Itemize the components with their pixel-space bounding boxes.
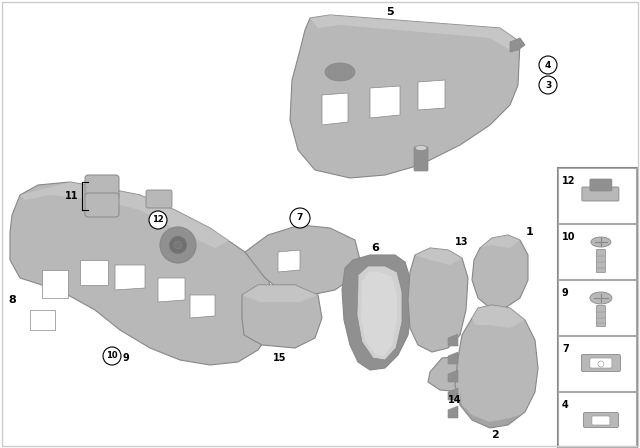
FancyBboxPatch shape [558, 336, 636, 391]
Text: 4: 4 [562, 400, 569, 410]
FancyBboxPatch shape [596, 306, 605, 327]
Polygon shape [20, 182, 230, 248]
Polygon shape [455, 305, 538, 428]
FancyBboxPatch shape [590, 358, 612, 368]
Circle shape [598, 361, 604, 367]
Polygon shape [415, 248, 462, 265]
Circle shape [149, 211, 167, 229]
Polygon shape [10, 182, 275, 365]
FancyBboxPatch shape [590, 179, 612, 191]
Polygon shape [448, 334, 458, 346]
FancyBboxPatch shape [558, 224, 636, 279]
Polygon shape [80, 260, 108, 285]
Text: 1: 1 [526, 227, 534, 237]
Polygon shape [242, 285, 318, 302]
FancyBboxPatch shape [584, 413, 618, 427]
Polygon shape [361, 272, 397, 356]
FancyBboxPatch shape [581, 354, 620, 371]
FancyBboxPatch shape [85, 193, 119, 217]
Polygon shape [310, 15, 520, 50]
Polygon shape [30, 310, 55, 330]
Ellipse shape [591, 237, 611, 247]
FancyBboxPatch shape [414, 147, 428, 171]
Polygon shape [278, 250, 300, 272]
Text: 9: 9 [562, 288, 569, 298]
FancyBboxPatch shape [558, 392, 636, 447]
Text: 11: 11 [65, 191, 79, 201]
FancyBboxPatch shape [558, 168, 636, 223]
Polygon shape [242, 285, 322, 348]
Text: 3: 3 [545, 81, 551, 90]
Polygon shape [472, 305, 525, 328]
FancyBboxPatch shape [582, 187, 619, 201]
Polygon shape [190, 295, 215, 318]
Text: 14: 14 [448, 395, 461, 405]
Circle shape [160, 227, 196, 263]
Polygon shape [408, 248, 468, 352]
Polygon shape [357, 266, 402, 360]
Text: 15: 15 [273, 353, 287, 363]
Polygon shape [342, 255, 412, 370]
Ellipse shape [415, 146, 427, 151]
Polygon shape [480, 235, 520, 248]
Text: 7: 7 [562, 344, 569, 354]
Circle shape [539, 76, 557, 94]
FancyBboxPatch shape [85, 175, 119, 199]
Polygon shape [370, 86, 400, 118]
Text: 13: 13 [455, 237, 468, 247]
Polygon shape [42, 270, 68, 298]
Text: 8: 8 [8, 295, 16, 305]
FancyBboxPatch shape [558, 280, 636, 335]
Polygon shape [428, 355, 485, 392]
Polygon shape [290, 15, 520, 178]
Text: 7: 7 [297, 214, 303, 223]
Polygon shape [460, 388, 520, 428]
Polygon shape [510, 38, 525, 52]
Circle shape [539, 56, 557, 74]
Polygon shape [158, 278, 185, 302]
Polygon shape [448, 388, 458, 400]
Polygon shape [115, 265, 145, 290]
Polygon shape [448, 406, 458, 418]
Text: 5: 5 [386, 7, 394, 17]
Polygon shape [245, 225, 360, 295]
Text: 10: 10 [106, 352, 118, 361]
Text: 6: 6 [371, 243, 379, 253]
Circle shape [103, 347, 121, 365]
Polygon shape [418, 80, 445, 110]
Circle shape [174, 241, 182, 249]
Text: 10: 10 [562, 232, 575, 242]
Polygon shape [322, 93, 348, 125]
Circle shape [169, 236, 187, 254]
Text: 12: 12 [152, 215, 164, 224]
FancyBboxPatch shape [596, 250, 605, 272]
Text: 9: 9 [123, 353, 129, 363]
Ellipse shape [590, 292, 612, 304]
Text: 2: 2 [491, 430, 499, 440]
Polygon shape [472, 235, 528, 308]
Polygon shape [448, 370, 458, 382]
Text: 12: 12 [562, 176, 575, 186]
Ellipse shape [325, 63, 355, 81]
Text: 4: 4 [545, 60, 551, 69]
Circle shape [290, 208, 310, 228]
Polygon shape [448, 352, 458, 364]
FancyBboxPatch shape [592, 416, 610, 425]
FancyBboxPatch shape [146, 190, 172, 208]
